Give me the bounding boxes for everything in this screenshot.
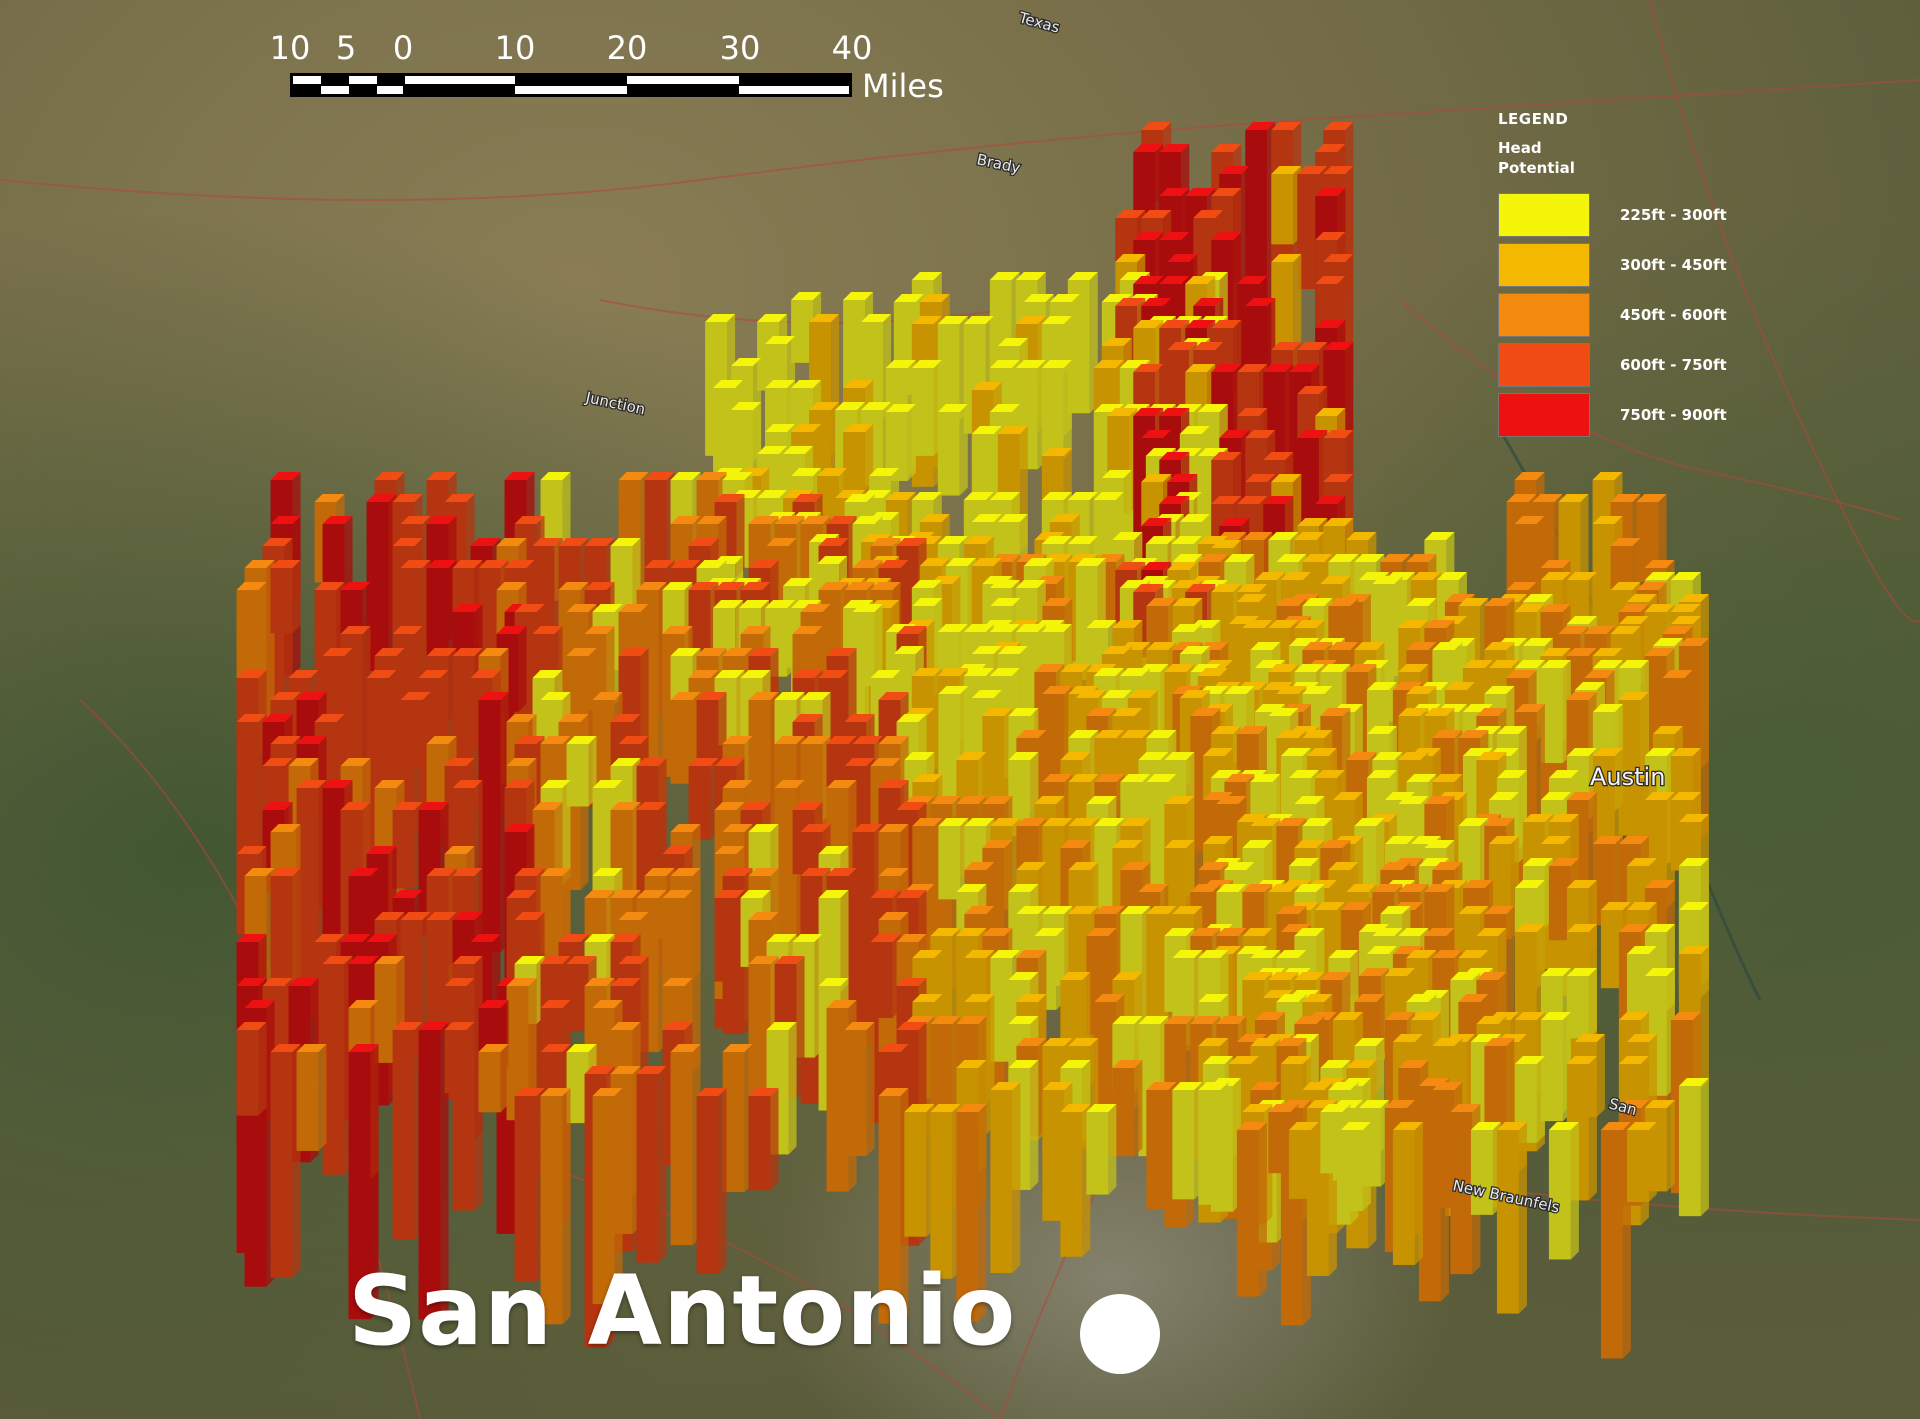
head-potential-bar	[937, 404, 968, 496]
legend: LEGEND Head Potential 225ft - 300ft 300ft…	[1498, 110, 1758, 440]
scale-tick-label: 5	[335, 29, 357, 67]
head-potential-bar	[1514, 1056, 1545, 1143]
head-potential-bar	[366, 494, 397, 672]
head-potential-bar	[870, 934, 901, 1018]
head-potential-bar	[636, 1066, 667, 1263]
head-potential-bar	[1198, 1082, 1229, 1205]
legend-swatch	[1498, 193, 1590, 237]
scale-tick-label: 40	[831, 29, 873, 67]
head-potential-bar	[392, 802, 423, 889]
head-potential-bar	[566, 736, 597, 807]
scale-bar: 10 5 0 10 20 30 40 Miles	[270, 25, 960, 115]
legend-title: LEGEND	[1498, 110, 1569, 128]
legend-label: 450ft - 600ft	[1620, 306, 1727, 324]
head-potential-bar	[444, 1022, 475, 1094]
head-potential-bar	[514, 1088, 545, 1282]
legend-label: 600ft - 750ft	[1620, 356, 1727, 374]
head-potential-bar	[540, 1088, 571, 1325]
head-potential-bar	[1288, 1122, 1319, 1199]
head-potential-bar	[748, 1088, 779, 1191]
head-potential-bar	[1540, 1012, 1571, 1122]
legend-item: 225ft - 300ft	[1498, 190, 1758, 240]
scale-bar-strip	[290, 73, 852, 97]
head-potential-bar	[1678, 1078, 1709, 1217]
head-potential-bar	[392, 1022, 423, 1240]
head-potential-bar	[1236, 1122, 1267, 1297]
head-potential-bar	[1340, 1122, 1371, 1212]
head-potential-bar	[236, 714, 267, 868]
head-potential-bar	[1146, 1082, 1177, 1210]
head-potential-bar	[844, 1022, 875, 1157]
scale-tick-label: 20	[606, 29, 648, 67]
head-potential-bar	[1540, 660, 1571, 764]
head-potential-bar	[885, 404, 916, 481]
head-potential-bar	[714, 890, 745, 982]
scale-tick-label: 10	[269, 29, 311, 67]
legend-label: 225ft - 300ft	[1620, 206, 1727, 224]
head-potential-bar	[904, 1104, 935, 1237]
scale-tick-label: 30	[719, 29, 761, 67]
scale-tick-label: 0	[392, 29, 414, 67]
head-potential-bar	[236, 582, 267, 695]
legend-subtitle: Head Potential	[1498, 139, 1575, 177]
head-potential-bar	[852, 604, 883, 687]
legend-swatch	[1498, 393, 1590, 437]
head-potential-bar	[1041, 360, 1072, 459]
head-potential-bar	[1496, 1122, 1527, 1314]
head-potential-bar	[696, 692, 727, 764]
legend-item: 750ft - 900ft	[1498, 390, 1758, 440]
legend-items: 225ft - 300ft 300ft - 450ft 450ft - 600ft 6…	[1498, 190, 1758, 440]
scale-units: Miles	[862, 67, 944, 105]
head-potential-bar	[348, 1044, 379, 1320]
head-potential-bar	[911, 360, 942, 456]
head-potential-bar	[1060, 1104, 1091, 1257]
legend-label: 750ft - 900ft	[1620, 406, 1727, 424]
head-potential-bar	[400, 692, 431, 768]
head-potential-bar	[540, 868, 571, 954]
head-potential-bar	[818, 890, 849, 992]
head-potential-bar	[1566, 968, 1597, 1039]
legend-swatch	[1498, 243, 1590, 287]
scale-tick-label: 10	[494, 29, 536, 67]
head-potential-bar	[1112, 1060, 1143, 1157]
head-potential-bar	[1548, 1122, 1579, 1260]
head-potential-bar	[696, 1088, 727, 1274]
head-potential-bar	[270, 1044, 301, 1278]
head-potential-bar	[478, 692, 509, 953]
head-potential-bar	[990, 1082, 1021, 1274]
legend-item: 600ft - 750ft	[1498, 340, 1758, 390]
head-potential-bar	[478, 1044, 509, 1113]
head-potential-bar	[1600, 1122, 1631, 1359]
head-potential-bar	[1086, 1104, 1117, 1195]
head-potential-bar	[322, 956, 353, 1175]
head-potential-bar	[1271, 166, 1302, 245]
head-potential-bar	[236, 1022, 267, 1116]
head-potential-bar	[1626, 1122, 1657, 1202]
city-label: San Antonio	[348, 1255, 1017, 1367]
head-potential-bar	[270, 560, 301, 634]
head-potential-bar	[930, 1104, 961, 1279]
head-potential-bar	[296, 1044, 327, 1151]
head-potential-bar	[592, 1088, 623, 1305]
head-potential-bar	[1392, 1122, 1423, 1265]
head-potential-bars	[236, 122, 1709, 1359]
head-potential-bar	[670, 1044, 701, 1246]
legend-item: 450ft - 600ft	[1498, 290, 1758, 340]
place-austin: Austin	[1590, 763, 1665, 791]
head-potential-bar	[722, 1044, 753, 1192]
legend-item: 300ft - 450ft	[1498, 240, 1758, 290]
head-potential-bar	[418, 1022, 449, 1320]
legend-swatch	[1498, 343, 1590, 387]
legend-swatch	[1498, 293, 1590, 337]
head-potential-bar	[506, 978, 537, 1121]
head-potential-bar	[956, 1104, 987, 1322]
head-potential-bar	[1172, 1082, 1203, 1200]
city-marker[interactable]	[1080, 1294, 1160, 1374]
legend-label: 300ft - 450ft	[1620, 256, 1727, 274]
